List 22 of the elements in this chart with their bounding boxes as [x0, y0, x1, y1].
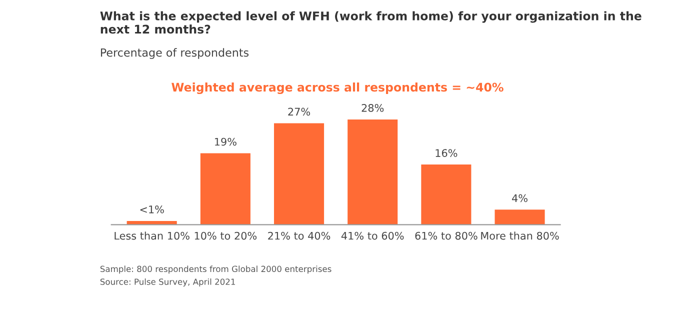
chart-title: What is the expected level of WFH (work from home) for your organization in the next 12 months?: [100, 11, 642, 34]
text: Sample: 800 respondents from Global 2000 enterprises: [100, 266, 332, 274]
x-tick-label: Less than 10%: [114, 232, 190, 240]
bar: [274, 123, 324, 225]
bar: [494, 210, 545, 225]
data-label: 27%: [288, 108, 310, 116]
bar: [200, 153, 250, 225]
data-label: 28%: [362, 104, 384, 112]
x-tick-label: 10% to 20%: [194, 232, 257, 240]
source-note: Source: Pulse Survey, April 2021: [100, 278, 235, 287]
data-label: 19%: [215, 138, 236, 146]
x-tick-label: 21% to 40%: [268, 232, 330, 240]
chart-subtitle: Percentage of respondents: [100, 48, 249, 59]
x-tick-label: More than 80%: [481, 232, 559, 240]
x-tick-label: 61% to 80%: [415, 232, 478, 240]
data-label: 4%: [512, 194, 528, 202]
data-label: 16%: [436, 149, 458, 157]
x-tick-label: 41% to 60%: [341, 232, 404, 240]
bar: [421, 164, 472, 225]
bar: [348, 119, 398, 225]
text: Weighted average across all respondents = ~40%: [172, 82, 504, 94]
data-label: <1%: [140, 205, 164, 214]
